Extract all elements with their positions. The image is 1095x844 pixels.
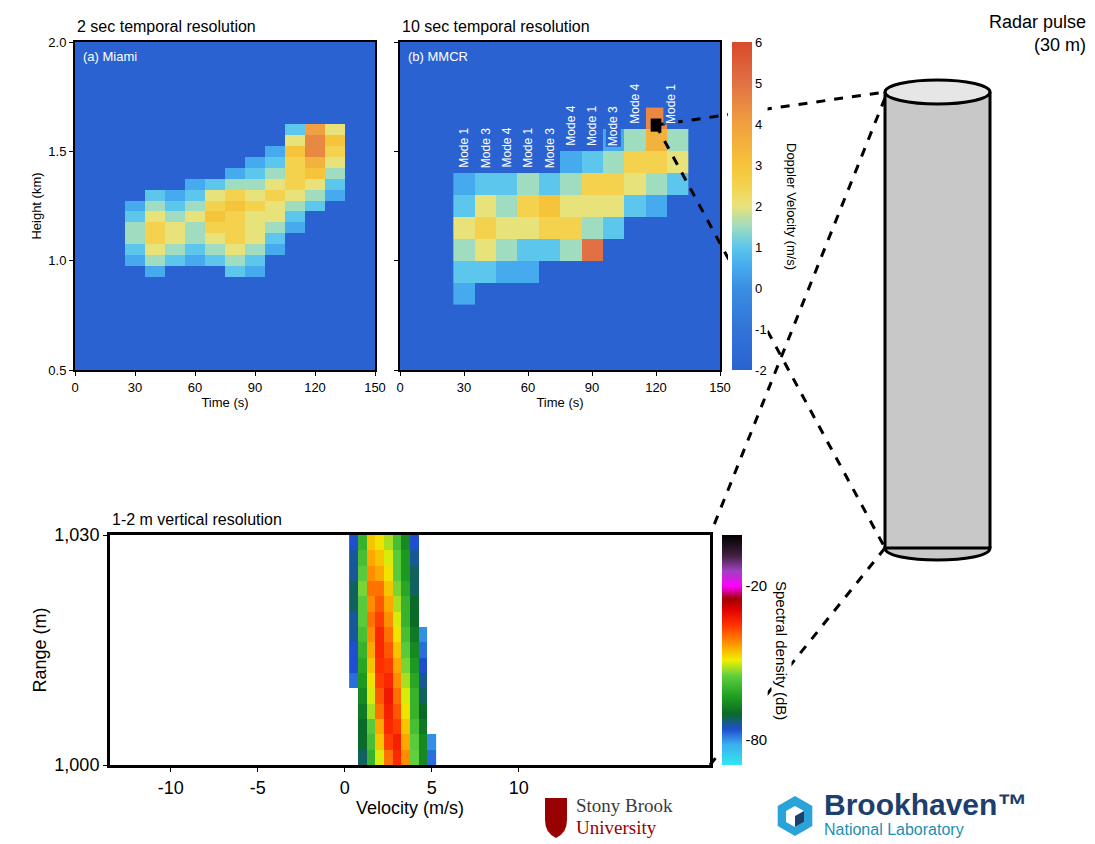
svg-text:30: 30	[457, 380, 471, 395]
svg-text:1.0: 1.0	[48, 253, 66, 268]
svg-text:University: University	[576, 817, 657, 838]
svg-text:Mode 3: Mode 3	[606, 106, 620, 146]
svg-text:-80: -80	[746, 731, 768, 748]
svg-text:90: 90	[248, 380, 262, 395]
svg-text:Time (s): Time (s)	[536, 395, 583, 410]
svg-text:(a) Miami: (a) Miami	[83, 49, 137, 64]
svg-text:0: 0	[755, 281, 762, 296]
svg-text:-1: -1	[755, 322, 767, 337]
svg-text:5: 5	[427, 778, 437, 798]
svg-text:120: 120	[645, 380, 667, 395]
svg-text:30: 30	[128, 380, 142, 395]
svg-text:2.0: 2.0	[48, 35, 66, 50]
svg-text:Spectral density (dB): Spectral density (dB)	[773, 581, 790, 720]
svg-text:10 sec temporal resolution: 10 sec temporal resolution	[402, 18, 590, 35]
svg-text:Time (s): Time (s)	[201, 395, 248, 410]
svg-text:150: 150	[364, 380, 386, 395]
svg-text:Velocity (m/s): Velocity (m/s)	[356, 798, 464, 818]
svg-text:120: 120	[304, 380, 326, 395]
svg-text:3: 3	[755, 158, 762, 173]
svg-text:1-2 m vertical resolution: 1-2 m vertical resolution	[112, 511, 282, 528]
svg-text:150: 150	[709, 380, 731, 395]
svg-text:-10: -10	[158, 778, 184, 798]
svg-text:Height (km): Height (km)	[29, 172, 44, 239]
svg-text:0: 0	[396, 380, 403, 395]
svg-text:1,030: 1,030	[54, 525, 99, 545]
svg-text:Mode 4: Mode 4	[564, 105, 578, 145]
svg-text:5: 5	[755, 76, 762, 91]
svg-text:90: 90	[585, 380, 599, 395]
svg-text:Mode 3: Mode 3	[479, 128, 493, 168]
svg-text:4: 4	[755, 117, 762, 132]
svg-text:0: 0	[340, 778, 350, 798]
svg-text:National Laboratory: National Laboratory	[824, 821, 964, 838]
svg-text:Stony Brook: Stony Brook	[576, 795, 673, 816]
svg-text:Mode 4: Mode 4	[628, 83, 642, 123]
svg-text:Range (m): Range (m)	[30, 607, 50, 692]
svg-text:-20: -20	[746, 577, 768, 594]
svg-text:Mode 1: Mode 1	[457, 127, 471, 167]
svg-text:2: 2	[755, 199, 762, 214]
svg-text:1.5: 1.5	[48, 144, 66, 159]
svg-text:Mode 4: Mode 4	[500, 127, 514, 167]
svg-text:2 sec temporal resolution: 2 sec temporal resolution	[77, 18, 256, 35]
svg-text:1,000: 1,000	[54, 755, 99, 775]
svg-text:1: 1	[755, 240, 762, 255]
svg-text:-5: -5	[250, 778, 266, 798]
svg-text:0: 0	[71, 380, 78, 395]
svg-text:(b) MMCR: (b) MMCR	[408, 49, 468, 64]
svg-text:Mode 1: Mode 1	[521, 127, 535, 167]
svg-text:6: 6	[755, 35, 762, 50]
svg-text:Mode 1: Mode 1	[585, 106, 599, 146]
svg-text:60: 60	[188, 380, 202, 395]
svg-text:Doppler Velocity (m/s): Doppler Velocity (m/s)	[784, 143, 799, 270]
svg-text:Radar pulse(30 m): Radar pulse(30 m)	[989, 12, 1086, 55]
svg-text:Brookhaven™: Brookhaven™	[824, 788, 1027, 821]
svg-text:60: 60	[521, 380, 535, 395]
svg-text:Mode 3: Mode 3	[543, 128, 557, 168]
svg-text:Mode 1: Mode 1	[664, 84, 678, 124]
svg-text:-2: -2	[755, 363, 767, 378]
svg-text:10: 10	[509, 778, 529, 798]
svg-text:0.5: 0.5	[48, 363, 66, 378]
